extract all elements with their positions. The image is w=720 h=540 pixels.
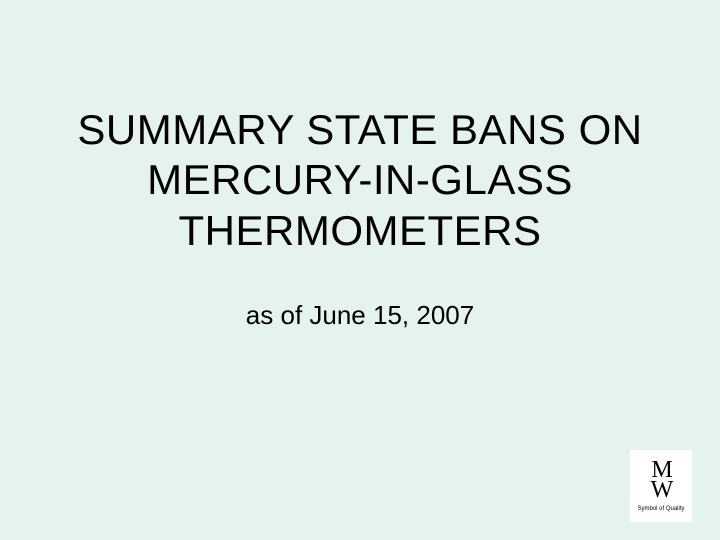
slide-container: SUMMARY STATE BANS ON MERCURY-IN-GLASS T…: [0, 0, 720, 540]
title-line-1: SUMMARY STATE BANS ON: [0, 105, 720, 155]
title-line-3: THERMOMETERS: [0, 206, 720, 256]
slide-title: SUMMARY STATE BANS ON MERCURY-IN-GLASS T…: [0, 105, 720, 256]
logo-letter-w: W: [651, 480, 672, 500]
brand-logo: M W Symbol of Quality: [630, 450, 692, 522]
logo-tagline: Symbol of Quality: [637, 506, 684, 512]
slide-subtitle: as of June 15, 2007: [0, 300, 720, 331]
title-line-2: MERCURY-IN-GLASS: [0, 155, 720, 205]
